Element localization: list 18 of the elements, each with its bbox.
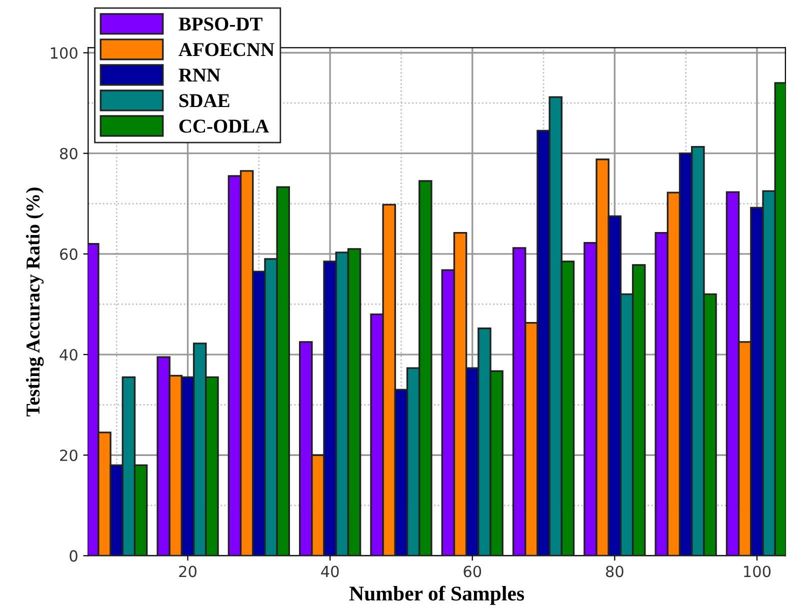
legend-label: AFOECNN	[178, 43, 274, 56]
y-tick-label: 60	[60, 248, 78, 260]
x-tick-label: 100	[744, 566, 771, 578]
y-tick-label: 80	[60, 148, 78, 160]
x-tick-label: 20	[179, 566, 196, 578]
legend-label: RNN	[178, 68, 220, 82]
legend-label: BPSO-DT	[178, 18, 262, 31]
y-tick-label: 20	[60, 450, 78, 462]
x-tick-label: 80	[606, 566, 624, 578]
y-tick-label: 100	[50, 47, 78, 59]
x-tick-label: 40	[321, 566, 339, 578]
legend-label: SDAE	[179, 94, 230, 108]
y-tick-label: 40	[60, 348, 78, 361]
y-axis-title: Testing Accuracy Ratio (%)	[26, 188, 44, 416]
x-tick-label: 60	[464, 566, 482, 578]
y-tick-label: 0	[70, 550, 78, 562]
x-axis-title: Number of Samples	[349, 586, 524, 605]
legend-label: CC-ODLA	[179, 120, 270, 133]
